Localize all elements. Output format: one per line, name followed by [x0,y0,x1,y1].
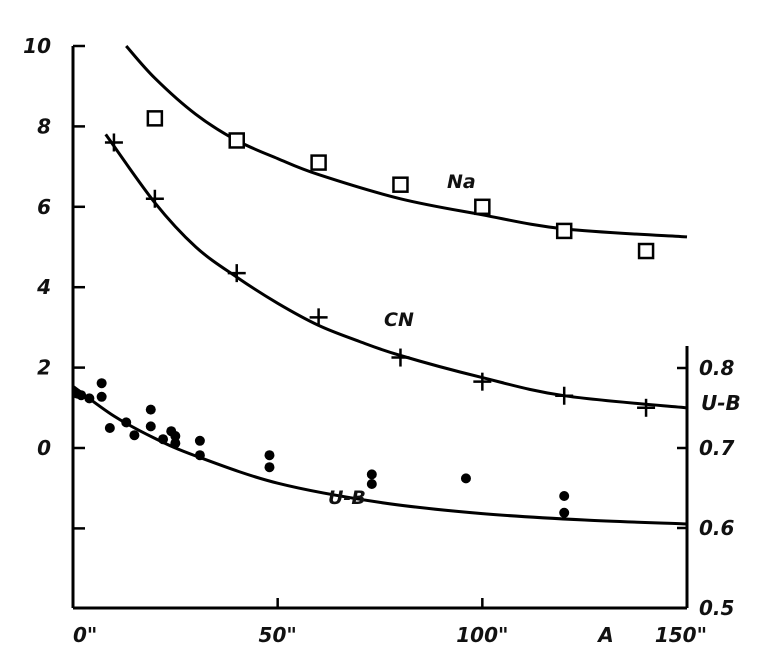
u-b-point [170,431,181,441]
u-b-point [158,434,169,445]
u-b-series-label: U-B [328,487,366,509]
left-axis-tick-label: 2 [37,356,51,380]
x-axis-tick-label: 0" [73,623,97,647]
left-axis-tick-label: 6 [37,195,51,219]
cn-point [473,372,492,391]
cn-point [637,398,656,417]
u-b-point [194,435,205,446]
left-axis-tick-label: 10 [23,34,51,58]
u-b-point [366,479,377,489]
right-axis-tick-label: 0.8 [699,356,735,380]
na-point [228,132,245,149]
fit-curves [72,45,688,526]
x-axis-tick-label: 100" [456,623,508,647]
u-b-point [84,393,95,404]
na-point [555,222,573,240]
right-axis-tick-label: 0.6 [699,516,735,540]
cn-series-label: CN [384,309,414,331]
u-b-point [104,423,115,433]
cn-point [145,189,164,208]
na-point [392,176,409,193]
na-point [637,242,655,260]
data-points [72,110,656,518]
u-b-point [145,421,156,432]
x-axis-label: A [596,623,613,647]
u-b-point [129,430,140,441]
u-b-point [194,450,205,461]
right-axis-tick-label: 0.7 [699,436,735,460]
u-b-point [96,378,107,389]
cn-fit-curve [104,133,688,410]
na-point [474,198,491,216]
u-b-point [460,473,471,484]
na-point [146,110,164,127]
cn-point [227,264,246,283]
u-b-point [559,491,570,501]
u-b-point [96,391,107,402]
cn-point [391,348,410,367]
na-series-label: Na [447,171,476,193]
left-axis-tick-label: 0 [37,436,51,460]
u-b-point [121,417,132,428]
axes [71,44,689,610]
x-axis-tick-label: 150" [655,623,707,647]
cn-point [309,308,328,327]
right-axis-label: U-B [701,391,741,415]
cn-point [104,133,123,152]
left-axis-tick-label: 8 [37,114,51,138]
left-axis-tick-label: 4 [36,275,51,299]
na-point [310,154,327,171]
na-fit-curve [125,45,688,239]
u-b-point [170,438,181,449]
cn-point [555,386,574,405]
u-b-fit-curve [72,385,688,526]
tick-labels: 0 2 4 6 8 10 0.5 0.6 0.7 0.8 U-B 0" 50" 100" 150" A Na CN… [23,34,741,647]
u-b-point [264,462,275,473]
x-axis-tick-label: 50" [259,623,297,647]
u-b-point [145,404,156,415]
u-b-point [264,450,275,461]
u-b-point [76,390,87,401]
u-b-point [366,469,377,480]
u-b-point [559,507,570,518]
right-axis-tick-label: 0.5 [699,596,734,620]
